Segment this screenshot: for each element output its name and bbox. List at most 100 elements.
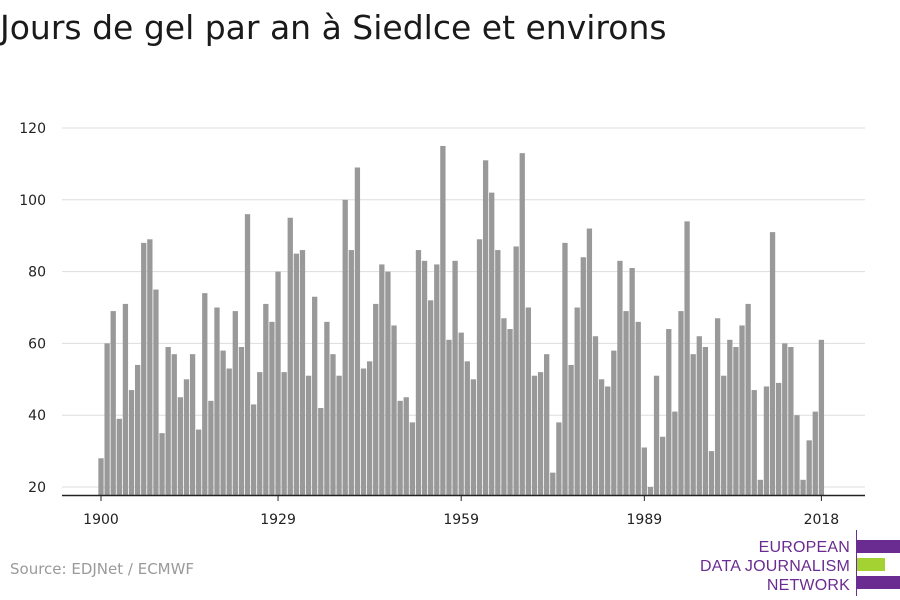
logo-text: EUROPEAN DATA JOURNALISM NETWORK bbox=[700, 538, 850, 595]
bar-1955 bbox=[434, 264, 440, 495]
bar-1962 bbox=[476, 239, 483, 495]
y-tick-label: 60 bbox=[28, 336, 46, 352]
bar-1990 bbox=[647, 487, 654, 495]
bar-2016 bbox=[806, 440, 812, 495]
bar-2012 bbox=[782, 343, 788, 495]
bar-1971 bbox=[531, 375, 538, 495]
logo-divider bbox=[856, 530, 857, 596]
bar-1963 bbox=[482, 160, 489, 495]
bar-1986 bbox=[623, 311, 629, 495]
x-tick-label: 1959 bbox=[443, 512, 479, 528]
bar-2015 bbox=[800, 479, 806, 495]
bar-1992 bbox=[660, 436, 666, 495]
bar-1975 bbox=[556, 422, 562, 495]
bar-1905 bbox=[128, 390, 135, 495]
bar-1958 bbox=[452, 260, 458, 495]
chart-title: Jours de gel par an à Siedlce et environ… bbox=[0, 8, 667, 47]
bar-1959 bbox=[458, 332, 464, 495]
logo-line-1: EUROPEAN bbox=[758, 539, 850, 556]
bar-1981 bbox=[592, 336, 599, 495]
bar-1915 bbox=[189, 354, 196, 495]
bar-1910 bbox=[159, 433, 165, 495]
bar-1957 bbox=[446, 339, 452, 495]
y-tick-label: 120 bbox=[19, 121, 46, 137]
bar-1943 bbox=[360, 368, 367, 495]
bar-1974 bbox=[550, 472, 556, 495]
bar-1987 bbox=[629, 268, 635, 495]
bar-1979 bbox=[580, 257, 586, 495]
bar-1953 bbox=[421, 260, 428, 495]
bar-1944 bbox=[366, 361, 373, 495]
bar-2001 bbox=[714, 318, 721, 495]
bar-1980 bbox=[586, 228, 593, 495]
bar-2018 bbox=[818, 339, 825, 495]
bar-2007 bbox=[751, 390, 757, 495]
bar-1911 bbox=[165, 346, 171, 495]
bars bbox=[98, 145, 825, 496]
bar-1960 bbox=[464, 361, 470, 495]
bar-1917 bbox=[202, 293, 208, 495]
bar-2009 bbox=[763, 386, 770, 495]
bar-2005 bbox=[739, 325, 745, 495]
bar-2003 bbox=[727, 339, 733, 495]
bar-1918 bbox=[208, 400, 214, 495]
bar-1947 bbox=[385, 271, 391, 495]
bar-1937 bbox=[324, 321, 330, 495]
bar-1997 bbox=[690, 354, 696, 495]
y-tick-label: 80 bbox=[28, 265, 46, 281]
bar-1930 bbox=[281, 372, 287, 495]
frost-days-bar-chart: 20 40 60 80 100 120 1900 1929 1959 1989 2018 bbox=[19, 121, 865, 528]
bar-1912 bbox=[171, 354, 177, 495]
bar-1950 bbox=[403, 397, 409, 495]
bar-1926 bbox=[257, 372, 263, 495]
bar-1968 bbox=[513, 246, 519, 495]
bar-1919 bbox=[214, 307, 220, 495]
bar-1949 bbox=[397, 400, 403, 495]
bar-1982 bbox=[598, 379, 605, 495]
bar-1925 bbox=[250, 404, 257, 495]
bar-1941 bbox=[348, 250, 354, 495]
bar-1932 bbox=[293, 253, 300, 495]
bar-1901 bbox=[104, 343, 110, 495]
bar-1938 bbox=[330, 354, 336, 495]
bar-1999 bbox=[702, 346, 709, 495]
bar-1935 bbox=[312, 296, 318, 495]
bar-1900 bbox=[98, 458, 104, 495]
bar-1916 bbox=[196, 429, 202, 495]
x-tick-label: 2018 bbox=[804, 512, 840, 528]
bar-1907 bbox=[141, 242, 147, 495]
bar-1927 bbox=[263, 303, 269, 495]
bar-1954 bbox=[428, 300, 434, 495]
logo-bar-purple-bottom bbox=[857, 576, 900, 589]
bar-2010 bbox=[769, 232, 776, 496]
bar-1966 bbox=[501, 318, 507, 495]
bar-1939 bbox=[336, 375, 342, 495]
bar-1929 bbox=[275, 271, 281, 495]
bar-1973 bbox=[544, 354, 550, 495]
y-tick-label: 100 bbox=[19, 193, 46, 209]
bar-2011 bbox=[776, 382, 782, 495]
bar-2002 bbox=[721, 375, 727, 495]
bar-1923 bbox=[238, 346, 245, 495]
bar-1956 bbox=[440, 145, 446, 495]
bar-1970 bbox=[525, 307, 531, 495]
bar-1985 bbox=[617, 260, 623, 495]
bar-1928 bbox=[269, 321, 275, 495]
bar-1961 bbox=[470, 379, 477, 495]
bar-2014 bbox=[794, 415, 800, 495]
bar-1914 bbox=[183, 379, 190, 495]
bar-1983 bbox=[605, 386, 611, 495]
bar-1952 bbox=[415, 250, 422, 495]
bar-1988 bbox=[635, 321, 641, 495]
bar-1942 bbox=[354, 167, 361, 496]
bar-1921 bbox=[226, 368, 232, 495]
bar-1931 bbox=[287, 217, 293, 495]
bar-2006 bbox=[745, 303, 751, 495]
bar-1940 bbox=[342, 199, 348, 496]
logo-line-3: NETWORK bbox=[766, 577, 850, 594]
bar-1920 bbox=[220, 350, 226, 495]
x-axis-ticks: 1900 1929 1959 1989 2018 bbox=[83, 495, 839, 528]
bar-1909 bbox=[153, 289, 159, 495]
logo-line-2: DATA JOURNALISM bbox=[700, 558, 850, 575]
bar-1951 bbox=[409, 422, 416, 495]
